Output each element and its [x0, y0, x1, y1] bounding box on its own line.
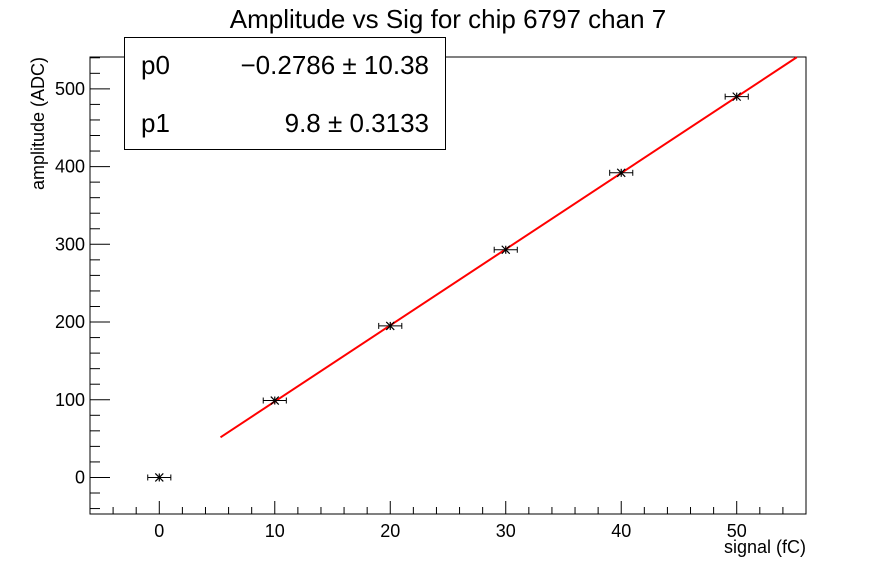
- x-tick-label: 20: [380, 521, 400, 541]
- data-point: [609, 168, 634, 178]
- y-axis-label: amplitude (ADC): [28, 57, 48, 190]
- y-tick-label: 100: [55, 390, 85, 410]
- stat-row-p1: p1 9.8 ± 0.3133: [125, 108, 445, 148]
- data-point: [262, 396, 287, 405]
- y-tick-label: 200: [55, 312, 85, 332]
- stat-row-p0: p0 −0.2786 ± 10.38: [125, 50, 445, 90]
- stat-value: −0.2786 ± 10.38: [240, 50, 430, 80]
- data-point: [724, 92, 749, 102]
- x-tick-label: 30: [496, 521, 516, 541]
- y-tick-label: 500: [55, 79, 85, 99]
- y-tick-label: 300: [55, 234, 85, 254]
- stat-value: 9.8 ± 0.3133: [284, 108, 429, 138]
- y-tick-label: 400: [55, 157, 85, 177]
- fit-stats-box: p0 −0.2786 ± 10.38 p1 9.8 ± 0.3133: [124, 37, 446, 150]
- x-tick-label: 10: [265, 521, 285, 541]
- x-axis-label: signal (fC): [724, 537, 806, 557]
- plot-frame: [89, 56, 807, 515]
- y-tick-label: 0: [75, 467, 85, 487]
- chart-title: Amplitude vs Sig for chip 6797 chan 7: [229, 4, 667, 34]
- data-points-group: [147, 92, 749, 482]
- x-tick-label: 0: [154, 521, 164, 541]
- data-point: [493, 245, 518, 255]
- x-tick-label: 40: [611, 521, 631, 541]
- data-point: [147, 473, 172, 482]
- stat-name: p1: [141, 108, 170, 138]
- stat-name: p0: [141, 50, 170, 80]
- x-tick-label: 50: [727, 521, 747, 541]
- data-point: [378, 321, 403, 331]
